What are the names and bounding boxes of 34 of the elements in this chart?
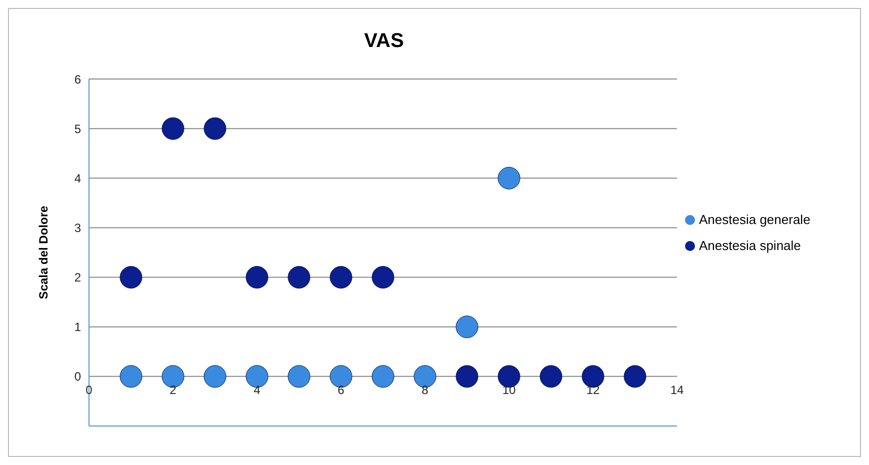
point	[330, 266, 352, 289]
point	[288, 365, 310, 388]
x-tick-label: 8	[422, 383, 429, 398]
x-tick-label: 2	[170, 383, 177, 398]
point	[372, 266, 394, 289]
y-tick-label: 2	[74, 270, 82, 285]
point	[624, 365, 646, 388]
legend-label: Anestesia generale	[699, 212, 810, 226]
x-tick-label: 10	[502, 383, 516, 398]
point	[120, 266, 142, 289]
point	[162, 117, 184, 140]
y-tick-label: 5	[74, 122, 82, 136]
point	[120, 365, 142, 388]
y-tick-label: 3	[74, 220, 82, 235]
y-tick-label: 4	[74, 171, 82, 186]
y-tick-label: 1	[74, 320, 82, 334]
x-tick-label: 6	[338, 383, 345, 398]
point	[288, 266, 310, 289]
y-axis-title: Scala del Dolore	[36, 205, 50, 300]
y-tick-label: 6	[74, 72, 82, 86]
point	[540, 365, 562, 388]
point	[456, 316, 478, 338]
x-tick-label: 14	[670, 383, 684, 398]
x-tick-label: 4	[254, 383, 261, 398]
x-tick-label: 12	[586, 383, 600, 398]
point	[246, 266, 268, 289]
chart-title: VAS	[364, 30, 404, 52]
point	[456, 365, 478, 388]
y-tick-label: 0	[74, 370, 82, 384]
point	[372, 365, 394, 388]
point	[498, 166, 520, 190]
legend-label: Anestesia spinale	[699, 238, 801, 252]
point	[204, 117, 226, 140]
point	[204, 365, 226, 388]
